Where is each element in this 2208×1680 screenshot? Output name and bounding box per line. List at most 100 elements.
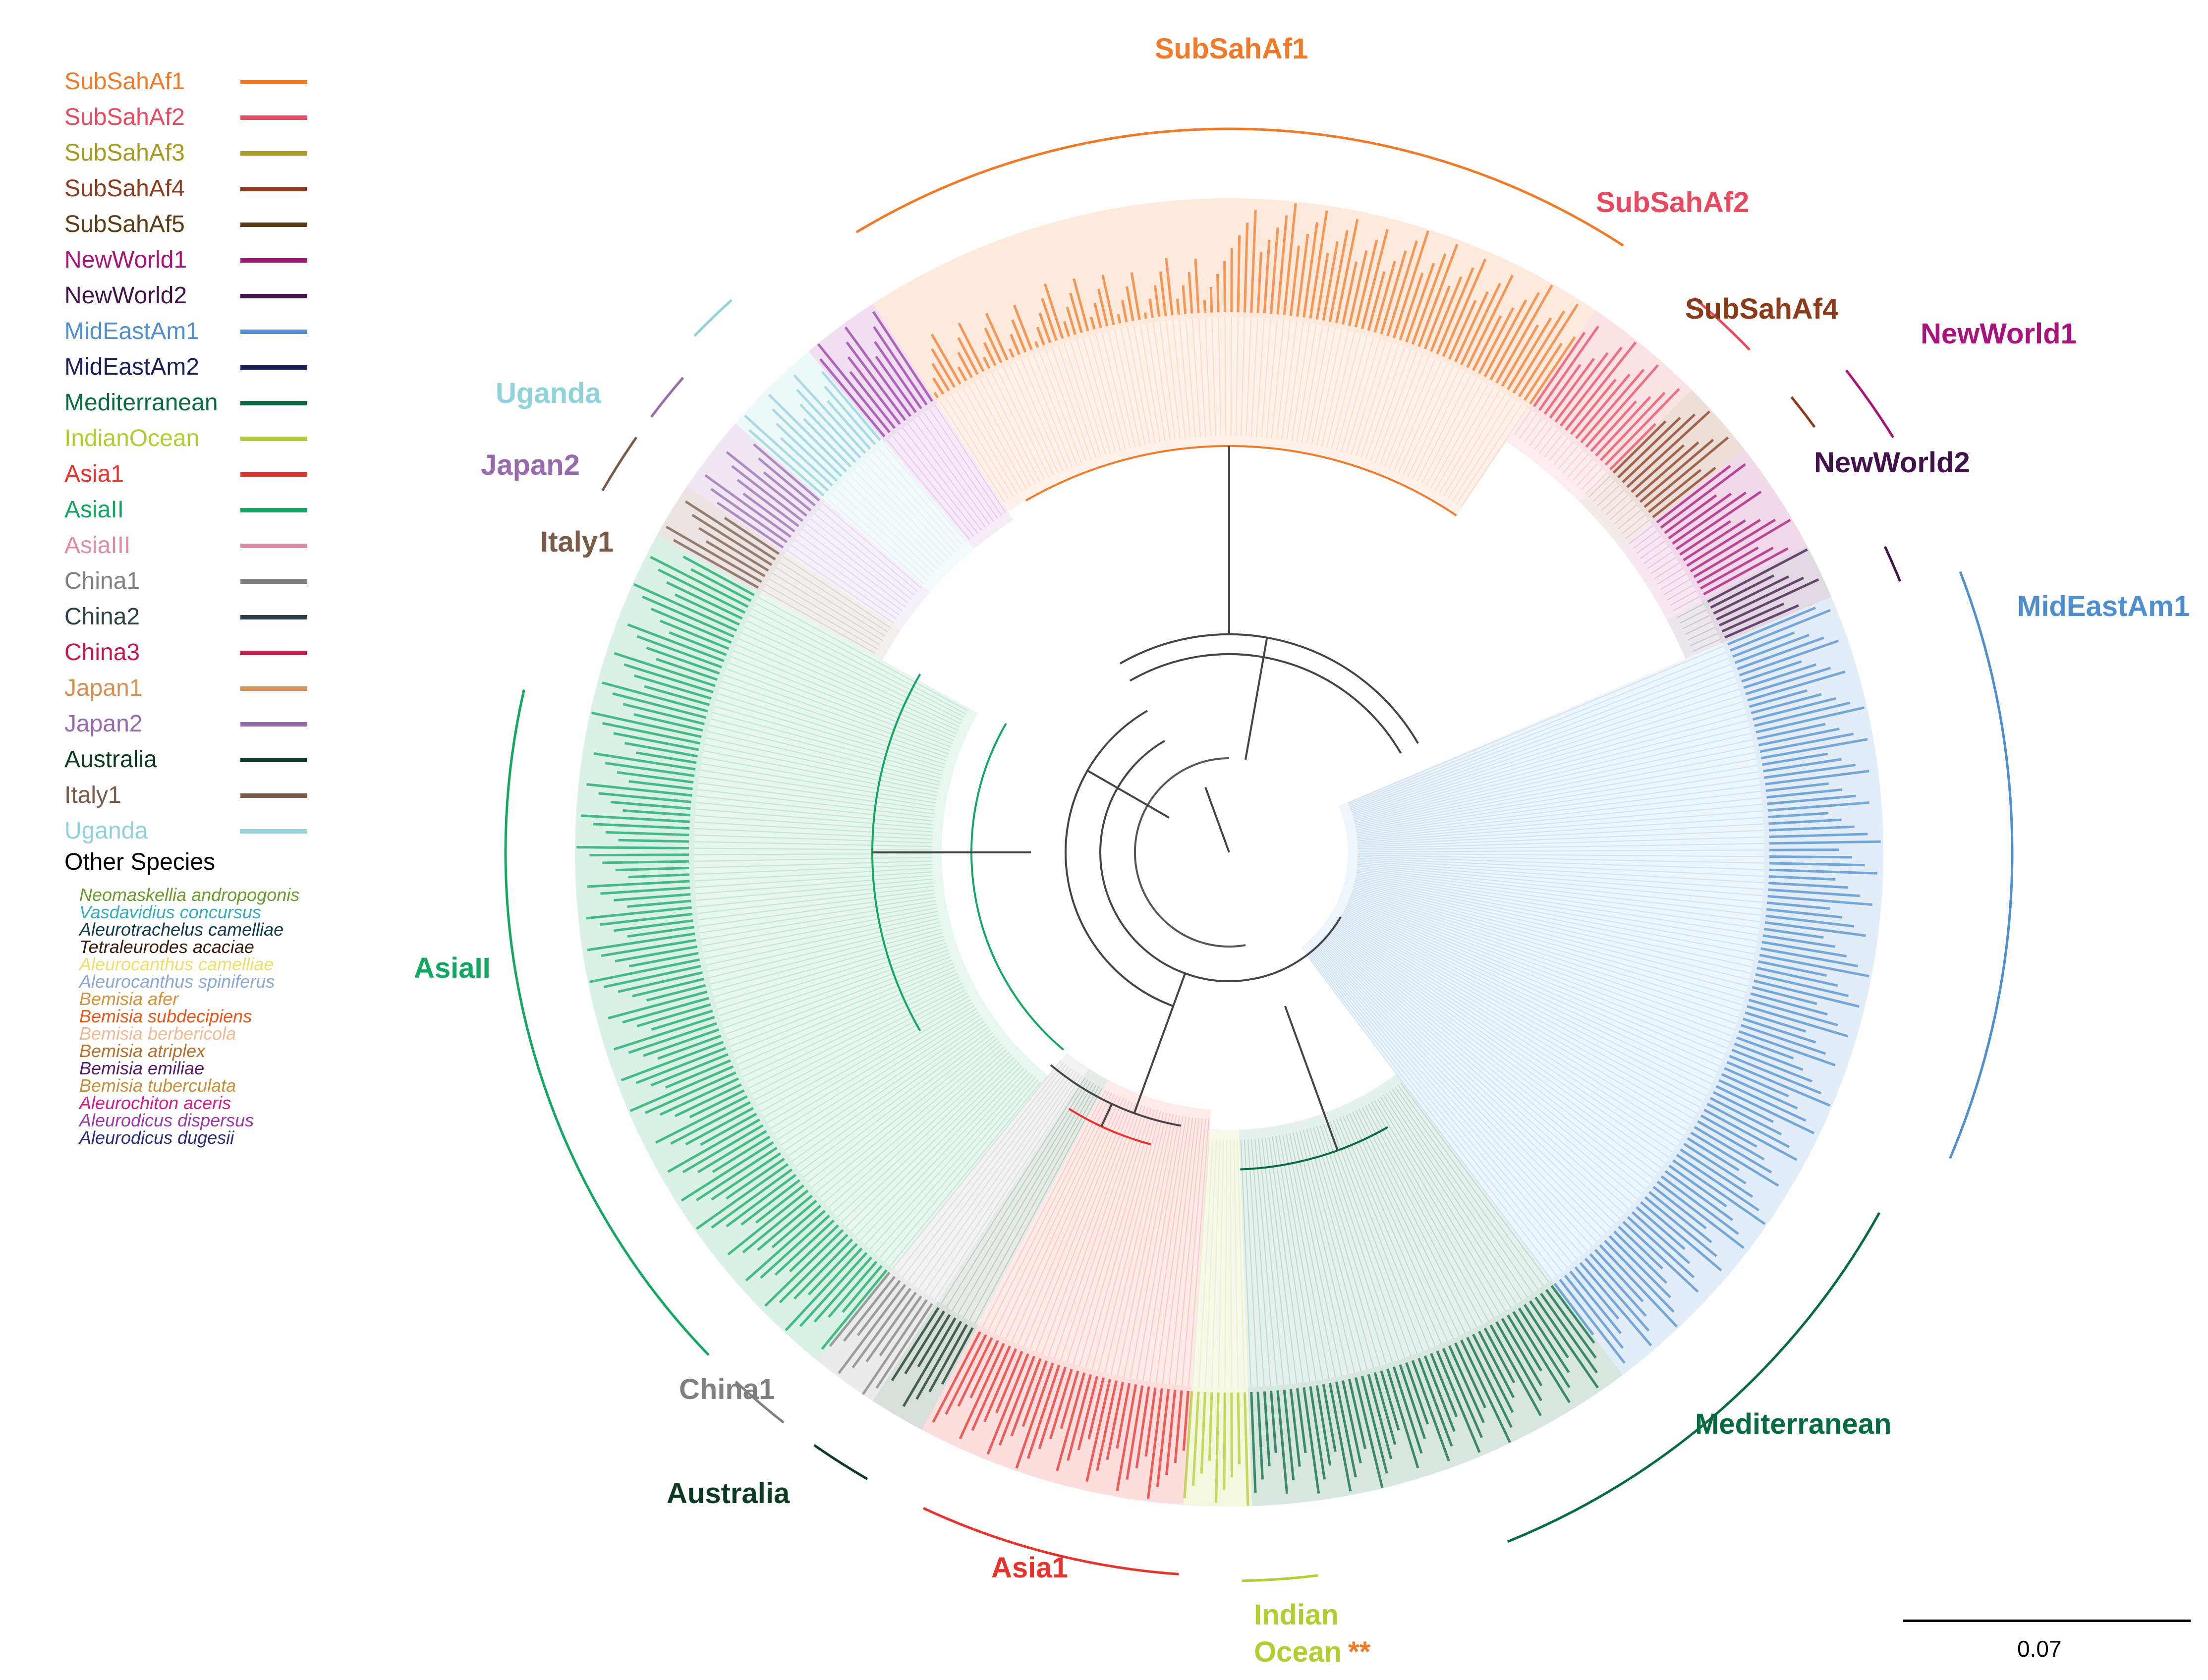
tip-branch	[887, 440, 970, 540]
tip-branch	[1076, 339, 1111, 454]
tip-branch	[710, 718, 942, 779]
legend-item-label: SubSahAf1	[64, 68, 185, 95]
tip-branch	[973, 381, 1031, 487]
tip-branch	[824, 1046, 1005, 1203]
tip-branch	[1332, 929, 1658, 1174]
tip-branch	[1344, 909, 1709, 1091]
tip-labels	[574, 198, 1883, 1507]
clade-sector	[1666, 601, 1722, 659]
tip-branch	[1601, 490, 1624, 511]
tip-label	[593, 823, 690, 830]
tip-label	[843, 1276, 896, 1342]
tip-branch	[957, 1083, 1094, 1314]
tip-label	[1745, 667, 1831, 695]
tip-label	[1026, 1364, 1061, 1459]
tip-label	[817, 343, 891, 433]
tip-branch	[1339, 919, 1687, 1131]
tip-label	[959, 1343, 1005, 1440]
tip-branch	[1412, 372, 1466, 479]
tip-label	[1341, 1380, 1362, 1463]
tip-label	[1660, 1175, 1739, 1235]
tip-branch	[1389, 1091, 1528, 1297]
tip-label	[1734, 634, 1810, 664]
tip-label	[636, 1003, 711, 1027]
legend-item-label: MidEastAm1	[64, 318, 200, 344]
tip-label	[1442, 1347, 1483, 1438]
tip-label	[1703, 1109, 1798, 1161]
legend-item-label: SubSahAf2	[64, 104, 185, 130]
tip-branch	[1313, 1127, 1387, 1364]
tip-label	[1423, 1355, 1456, 1432]
tip-branch	[697, 886, 934, 914]
tip-label	[917, 1314, 951, 1368]
tip-branch	[730, 959, 953, 1047]
tip-branch	[1326, 1122, 1412, 1356]
tip-label	[748, 429, 825, 497]
tip-branch	[913, 1068, 1072, 1285]
tip-label	[659, 1077, 739, 1116]
tip-branch	[1218, 317, 1222, 437]
tip-branch	[763, 999, 971, 1118]
tip-label	[1322, 1384, 1337, 1452]
tip-label	[742, 1194, 813, 1254]
tip-branch	[951, 394, 1014, 497]
legend-item-swatch	[240, 330, 307, 334]
tip-label	[1367, 1374, 1393, 1459]
tip-branch	[1306, 326, 1330, 444]
tip-branch	[1003, 367, 1054, 475]
tip-label	[1768, 812, 1828, 819]
tip-label	[1768, 882, 1848, 889]
tip-label	[705, 540, 766, 577]
tip-branch	[1198, 318, 1206, 437]
tip-label	[1687, 1137, 1740, 1172]
tip-branch	[1110, 1113, 1171, 1375]
legend-item-swatch	[240, 651, 307, 655]
tip-branch	[751, 986, 964, 1095]
tip-label	[655, 1095, 748, 1144]
tip-branch	[1356, 752, 1755, 829]
tip-branch	[850, 1062, 1019, 1232]
tip-branch	[1357, 778, 1759, 836]
tip-branch	[1017, 1098, 1124, 1344]
tip-label	[1296, 1388, 1307, 1454]
tip-label	[1767, 794, 1856, 805]
tip-label	[957, 352, 973, 378]
tip-branch	[1230, 317, 1232, 437]
tip-label	[849, 371, 896, 429]
tip-label	[1755, 706, 1865, 734]
tip-branch	[897, 432, 978, 534]
tip-label	[1584, 1257, 1650, 1332]
tip-branch	[1341, 916, 1694, 1120]
tip-label	[1754, 979, 1860, 1008]
tip-branch	[1358, 854, 1764, 864]
tip-branch	[1185, 319, 1196, 438]
tip-label	[1712, 1091, 1774, 1123]
tip-branch	[822, 503, 921, 588]
tip-label	[1769, 840, 1881, 845]
tip-label	[1618, 1226, 1664, 1270]
tip-branch	[1342, 1116, 1442, 1344]
tip-branch	[841, 1057, 1015, 1223]
tip-branch	[754, 989, 966, 1101]
tip-label	[727, 1189, 809, 1256]
tip-branch	[697, 789, 934, 818]
tip-label	[1015, 1362, 1054, 1469]
tip-branch	[696, 795, 934, 822]
tip-branch	[707, 731, 940, 786]
tip-label	[623, 663, 714, 694]
tip-label	[1256, 1392, 1264, 1480]
internal-branch	[970, 723, 1065, 1051]
tip-branch	[1321, 330, 1349, 447]
tip-label	[874, 341, 922, 409]
tip-label	[1283, 1390, 1295, 1481]
tip-branch	[974, 1087, 1103, 1324]
clade-label: Italy1	[540, 526, 614, 558]
tip-label	[1680, 1148, 1754, 1198]
tip-label	[601, 939, 696, 957]
tip-label	[1043, 283, 1064, 339]
tip-label	[1529, 1300, 1569, 1358]
tip-branch	[1452, 400, 1517, 502]
tip-label	[1315, 252, 1329, 320]
tip-label	[682, 556, 755, 596]
species-legend-item: Bemisia emiliae	[79, 1058, 205, 1078]
